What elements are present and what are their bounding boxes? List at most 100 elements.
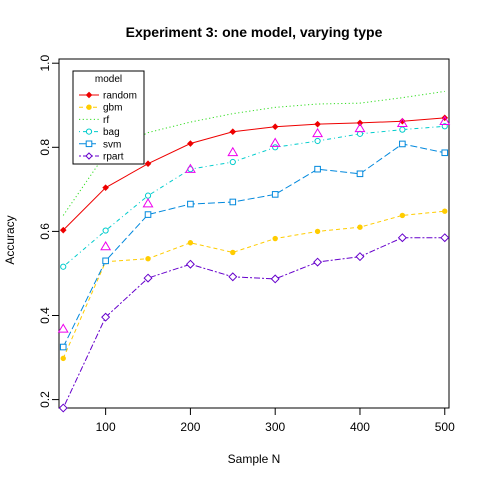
- extra-marker-point: [142, 198, 154, 208]
- point-rpart: [270, 274, 280, 284]
- legend-label: gbm: [103, 103, 122, 114]
- point-bag: [314, 137, 321, 145]
- x-tick-label: 200: [180, 420, 200, 434]
- series-layer: [57, 90, 451, 413]
- point-rpart: [313, 257, 323, 267]
- extra-markers: [57, 115, 451, 333]
- legend-entry-bag: bag: [79, 127, 120, 138]
- point-svm: [102, 257, 109, 265]
- legend-entry-svm: svm: [79, 139, 121, 150]
- y-tick-label: 0.2: [38, 391, 52, 408]
- point-svm: [399, 140, 406, 148]
- series-line-rf: [62, 90, 445, 216]
- point-svm: [229, 198, 237, 206]
- series-gbm: [60, 208, 448, 362]
- extra-marker-point: [184, 163, 196, 173]
- x-tick-label: 500: [435, 420, 455, 434]
- point-bag: [229, 158, 236, 166]
- point-random: [102, 184, 109, 191]
- point-gbm: [187, 240, 194, 246]
- legend-entry-rf: rf: [79, 115, 109, 126]
- extra-marker-point: [100, 240, 112, 251]
- x-axis-label: Sample N: [228, 452, 281, 466]
- point-rpart: [397, 233, 407, 243]
- point-svm: [441, 149, 449, 157]
- series-line-rpart: [62, 237, 445, 409]
- axes: 100 200 300 400 500 0.2 0.4 0.6 0.8 1.0: [38, 55, 455, 434]
- point-gbm: [145, 256, 151, 262]
- y-axis-label: Accuracy: [3, 215, 17, 264]
- point-svm: [356, 170, 364, 178]
- point-random: [399, 117, 406, 125]
- legend-marker: [86, 104, 92, 110]
- legend-marker: [85, 128, 93, 135]
- legend-marker: [85, 91, 93, 99]
- point-rpart: [143, 273, 153, 283]
- point-svm: [144, 211, 152, 218]
- point-svm: [314, 165, 321, 173]
- legend-entry-random: random: [79, 91, 137, 102]
- y-tick-label: 1.0: [38, 55, 52, 72]
- point-svm: [59, 343, 67, 351]
- series-rf: [62, 90, 445, 216]
- point-gbm: [357, 224, 363, 230]
- series-line-svm: [62, 143, 445, 348]
- point-random: [229, 128, 237, 136]
- series-line-bag: [62, 125, 445, 268]
- extra-marker-point: [269, 137, 281, 147]
- point-bag: [272, 144, 279, 151]
- extra-marker-point: [57, 323, 69, 333]
- series-svm: [59, 140, 449, 351]
- point-bag: [399, 126, 406, 133]
- point-rpart: [355, 252, 365, 262]
- series-random: [59, 114, 449, 234]
- point-svm: [271, 191, 279, 198]
- point-bag: [102, 227, 109, 234]
- point-rpart: [185, 259, 195, 269]
- legend-marker: [85, 140, 93, 148]
- chart-title: Experiment 3: one model, varying type: [126, 24, 383, 40]
- legend-label: bag: [103, 127, 120, 138]
- point-random: [187, 140, 194, 147]
- x-tick-label: 400: [350, 420, 370, 434]
- point-bag: [441, 123, 448, 130]
- legend-label: rpart: [103, 152, 124, 163]
- point-random: [144, 160, 152, 168]
- point-gbm: [272, 235, 278, 242]
- legend-entry-rpart: rpart: [79, 152, 124, 163]
- point-rpart: [228, 272, 238, 282]
- point-gbm: [399, 212, 406, 219]
- series-line-gbm: [62, 210, 445, 359]
- point-bag: [144, 192, 152, 199]
- point-svm: [187, 200, 194, 208]
- point-gbm: [230, 249, 236, 256]
- y-tick-label: 0.6: [38, 223, 52, 240]
- legend-marker: [85, 152, 93, 160]
- point-gbm: [314, 228, 321, 235]
- y-tick-label: 0.4: [38, 307, 52, 324]
- point-gbm: [60, 355, 66, 362]
- legend-label: rf: [103, 115, 109, 126]
- legend-box: [72, 70, 145, 165]
- extra-marker-point: [354, 122, 366, 133]
- point-bag: [60, 263, 67, 270]
- legend-title: model: [95, 74, 122, 85]
- series-line-random: [62, 117, 445, 231]
- x-tick-label: 100: [96, 420, 116, 434]
- point-gbm: [442, 208, 448, 214]
- y-tick-label: 0.8: [38, 139, 52, 156]
- legend-label: random: [103, 91, 137, 102]
- point-random: [271, 123, 279, 131]
- series-rpart: [58, 233, 450, 413]
- x-tick-label: 300: [265, 420, 285, 434]
- point-rpart: [440, 233, 450, 243]
- point-rpart: [58, 403, 68, 413]
- legend-label: svm: [103, 139, 121, 150]
- extra-marker-point: [396, 117, 408, 128]
- point-random: [314, 120, 321, 128]
- extra-marker-point: [439, 115, 451, 125]
- point-random: [59, 226, 67, 234]
- extra-marker-point: [227, 146, 239, 157]
- plot-frame: [58, 58, 450, 409]
